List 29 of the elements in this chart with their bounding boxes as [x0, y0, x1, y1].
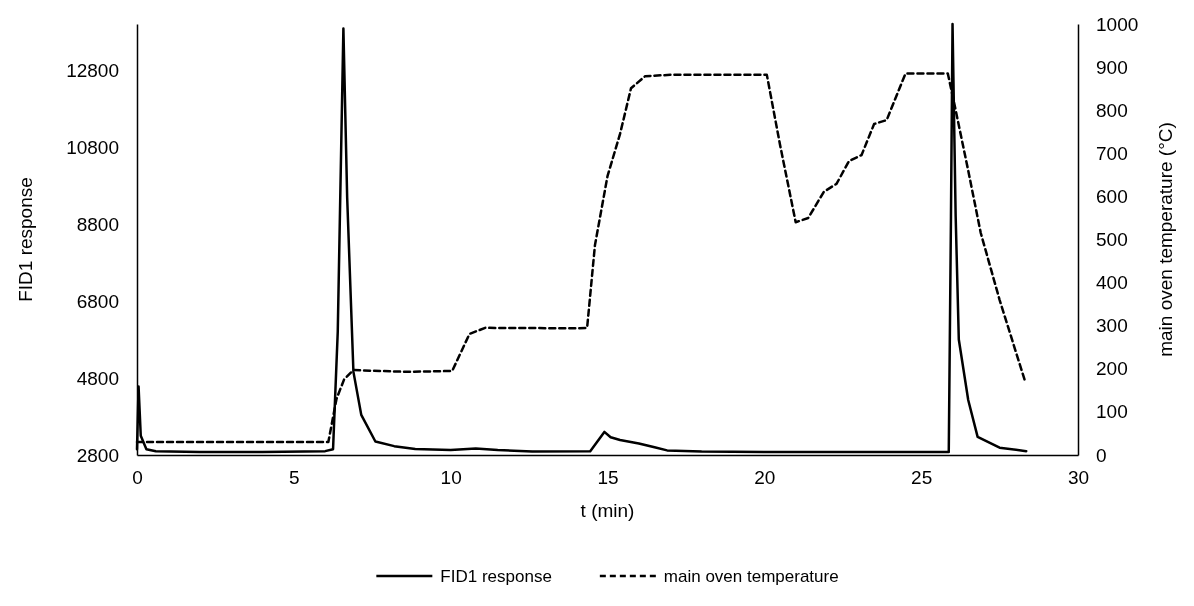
y2-tick-label: 100	[1096, 401, 1128, 423]
y2-tick-label: 500	[1096, 229, 1128, 251]
legend-label: main oven temperature	[663, 567, 839, 586]
x-tick-label: 15	[597, 467, 619, 489]
x-tick-label: 10	[440, 467, 462, 489]
y2-tick-label: 700	[1096, 142, 1128, 164]
y-tick-label: 8800	[76, 213, 119, 235]
y-tick-label: 2800	[76, 444, 119, 466]
x-tick-label: 25	[911, 467, 933, 489]
y-tick-label: 6800	[76, 290, 119, 312]
y-axis-title: FID1 response	[15, 177, 36, 302]
x-axis-title: t (min)	[580, 500, 635, 521]
x-tick-label: 5	[289, 467, 300, 489]
y2-tick-label: 400	[1096, 272, 1128, 294]
x-tick-label: 30	[1067, 467, 1090, 489]
y2-tick-label: 1000	[1096, 13, 1139, 35]
y-tick-label: 4800	[76, 367, 119, 389]
y-tick-label: 12800	[66, 59, 119, 81]
y-tick-label: 10800	[66, 136, 119, 158]
y2-axis-title: main oven temperature (°C)	[1155, 122, 1176, 357]
x-tick-label: 0	[132, 467, 143, 489]
legend-label: FID1 response	[440, 567, 552, 586]
y2-tick-label: 800	[1096, 99, 1128, 121]
x-tick-label: 20	[754, 467, 776, 489]
y2-tick-label: 600	[1096, 185, 1128, 207]
y2-tick-label: 200	[1096, 358, 1128, 380]
y2-tick-label: 300	[1096, 315, 1128, 337]
y2-tick-label: 900	[1096, 56, 1128, 78]
y2-tick-label: 0	[1096, 444, 1107, 466]
